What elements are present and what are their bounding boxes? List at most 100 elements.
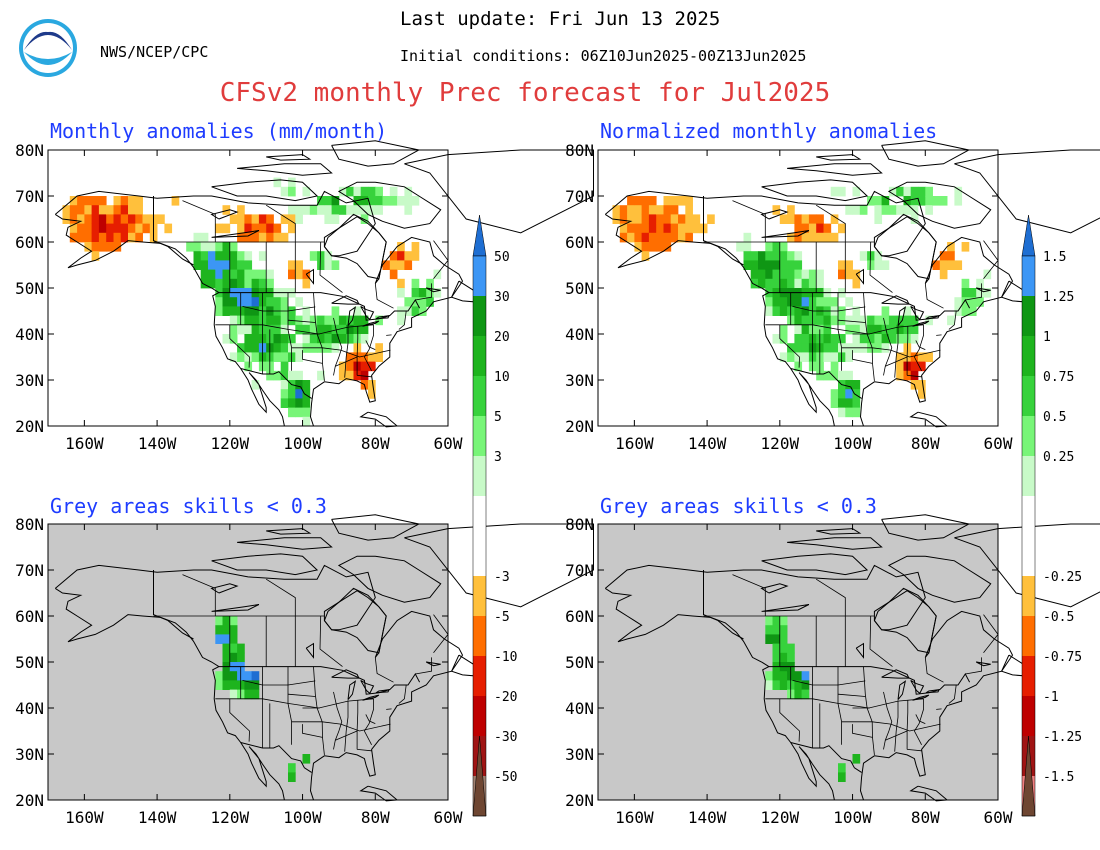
anomaly-cell [932,196,941,206]
anomaly-cell [779,278,788,289]
anomaly-cell [222,297,231,307]
anomaly-cell [838,370,846,381]
province-border [415,283,433,301]
hudson-bay-coast [323,216,387,280]
anomaly-cell [867,260,875,270]
anomaly-cell [346,370,354,381]
anomaly-cell [229,242,238,252]
anomaly-cell [976,288,984,298]
province-border [924,657,944,683]
anomaly-cell [266,223,274,234]
island-coast [887,555,992,603]
state-border [863,292,875,381]
lon-tick-label: 120W [211,808,250,827]
anomaly-cell [295,269,303,280]
anomaly-cell [346,352,354,362]
anomaly-cell [324,260,333,270]
anomaly-cell [295,398,303,408]
state-border [885,356,908,367]
colorbar-segment [1022,256,1035,296]
anomaly-cell [648,196,657,206]
state-border [365,714,376,724]
anomaly-cell [685,196,693,206]
state-border [936,708,942,710]
anomaly-cell [750,278,759,289]
lat-tick-label: 20N [565,791,594,810]
anomaly-cell [426,297,434,307]
anomaly-cell [794,671,803,681]
colorbar-label: -1.25 [1043,730,1082,745]
anomaly-cell [324,196,333,206]
anomaly-cell [389,269,398,280]
agency-label: NWS/NCEP/CPC [100,43,208,61]
island-coast [337,181,442,229]
anomaly-cell [823,297,832,307]
anomaly-cell [670,232,679,243]
lat-tick-label: 50N [15,279,44,298]
anomaly-cell [888,334,897,344]
anomaly-cell [229,680,238,690]
anomaly-cell [918,361,926,372]
anomaly-cell [634,223,643,234]
anomaly-cell [787,352,795,362]
anomaly-cell [816,278,824,289]
anomaly-cell [794,214,803,224]
state-border [883,691,893,750]
anomaly-cell [765,251,773,261]
anomaly-cell [215,278,223,289]
anomaly-cell [859,251,868,261]
map-outlines [54,140,594,428]
anomaly-cell [91,214,100,224]
anomaly-cell [838,389,846,399]
anomaly-cell [120,223,129,234]
anomaly-cell [808,278,817,289]
anomaly-cell [433,288,442,298]
anomaly-cell [222,242,231,252]
anomaly-cell [280,297,289,307]
lon-tick-label: 140W [138,434,177,453]
anomaly-cell [317,324,325,335]
province-border [924,283,944,309]
anomaly-cell [685,214,693,224]
anomaly-cell [317,260,325,270]
anomaly-cell [765,297,773,307]
anomaly-cell [98,232,107,243]
anomaly-cell [794,315,803,326]
map-background [48,524,448,800]
anomaly-cell [838,763,846,773]
anomaly-cell [251,380,260,390]
anomaly-cell [838,260,846,270]
anomaly-cell [106,214,114,224]
anomaly-cell [69,214,78,224]
anomaly-cell [896,315,904,326]
anomaly-cell [98,196,107,206]
anomaly-cell [353,334,362,344]
anomaly-cell [830,214,839,224]
anomaly-cell [200,269,209,280]
anomaly-cell [888,324,897,335]
island-coast [881,514,971,541]
lat-tick-label: 20N [565,417,594,436]
anomaly-cell [222,306,231,316]
state-border [357,375,372,378]
anomaly-cell [670,196,679,206]
anomaly-cell [619,205,628,215]
anomaly-cell [903,324,912,335]
anomaly-cell [244,297,253,307]
anomaly-cell [736,242,744,252]
anomaly-cell [84,242,93,252]
lat-tick-label: 60N [565,607,594,626]
anomaly-cell [142,223,151,234]
lat-tick-label: 30N [565,371,594,390]
lake-outline [912,320,930,327]
state-border [779,324,800,368]
anomaly-cell [779,652,788,663]
anomaly-cell [830,297,839,307]
anomaly-cell [280,343,289,353]
anomaly-cell [295,389,303,399]
state-border [313,666,325,755]
anomaly-cell [859,315,868,326]
anomaly-cell [765,671,773,681]
anomaly-cell [338,315,347,326]
